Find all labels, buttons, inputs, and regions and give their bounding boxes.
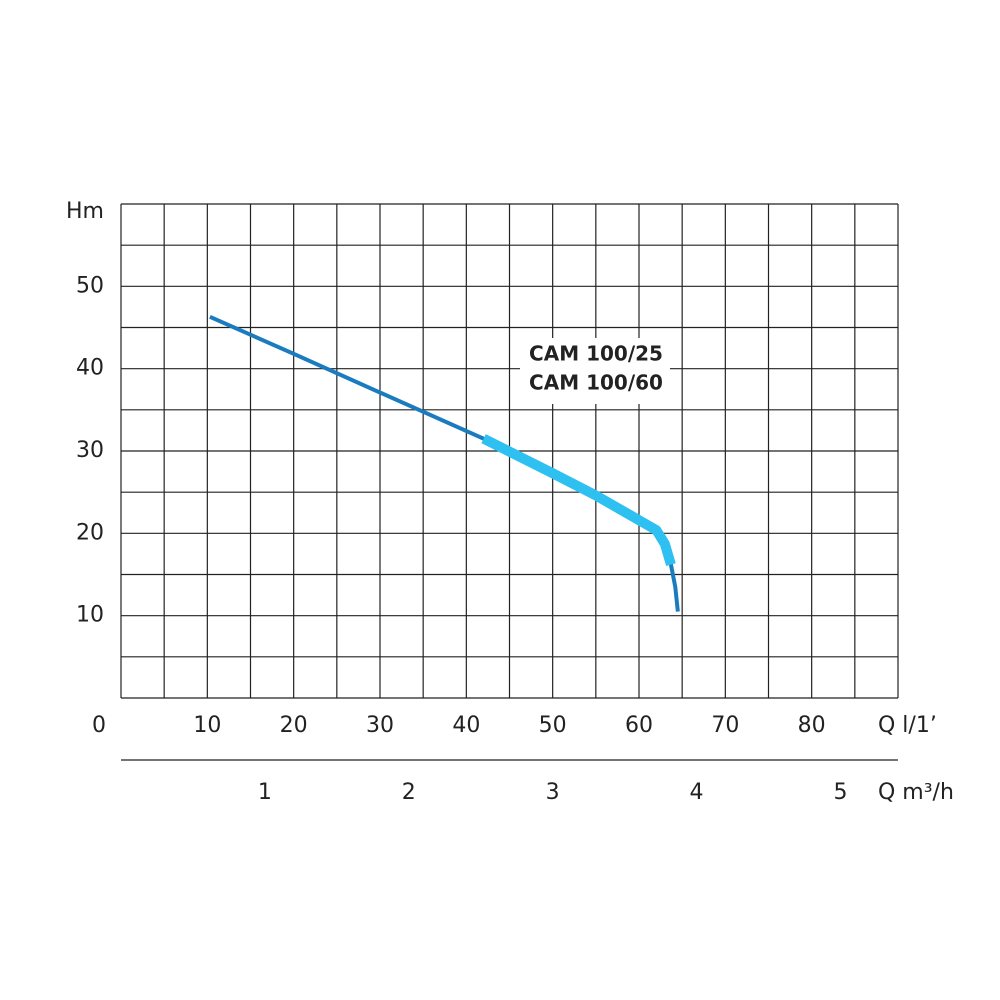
x-tick-label: 70	[711, 713, 739, 738]
x2-tick-label: 3	[546, 780, 560, 805]
x-tick-label: 50	[539, 713, 567, 738]
y-tick-label: 50	[76, 273, 104, 298]
x-tick-label: 40	[452, 713, 480, 738]
x-tick-label: 0	[92, 713, 106, 738]
x2-tick-label: 4	[690, 780, 704, 805]
x2-tick-label: 1	[258, 780, 272, 805]
x-tick-label: 30	[366, 713, 394, 738]
y-axis-label: Hm	[66, 199, 104, 224]
y-tick-label: 20	[76, 520, 104, 545]
x-axis-label: Q l/1’	[878, 713, 937, 738]
x2-tick-label: 5	[833, 780, 847, 805]
curve	[481, 434, 676, 567]
annotation-bg	[520, 338, 670, 404]
y-tick-label: 40	[76, 356, 104, 381]
x-tick-label: 60	[625, 713, 653, 738]
annotation: CAM 100/25	[529, 342, 663, 366]
y-tick-label: 10	[76, 603, 104, 628]
x-tick-label: 20	[280, 713, 308, 738]
annotation: CAM 100/60	[529, 371, 663, 395]
y-tick-label: 30	[76, 438, 104, 463]
x2-tick-label: 2	[402, 780, 416, 805]
x2-axis-label: Q m³/h	[878, 780, 954, 805]
x-tick-label: 80	[798, 713, 826, 738]
x-tick-label: 10	[193, 713, 221, 738]
